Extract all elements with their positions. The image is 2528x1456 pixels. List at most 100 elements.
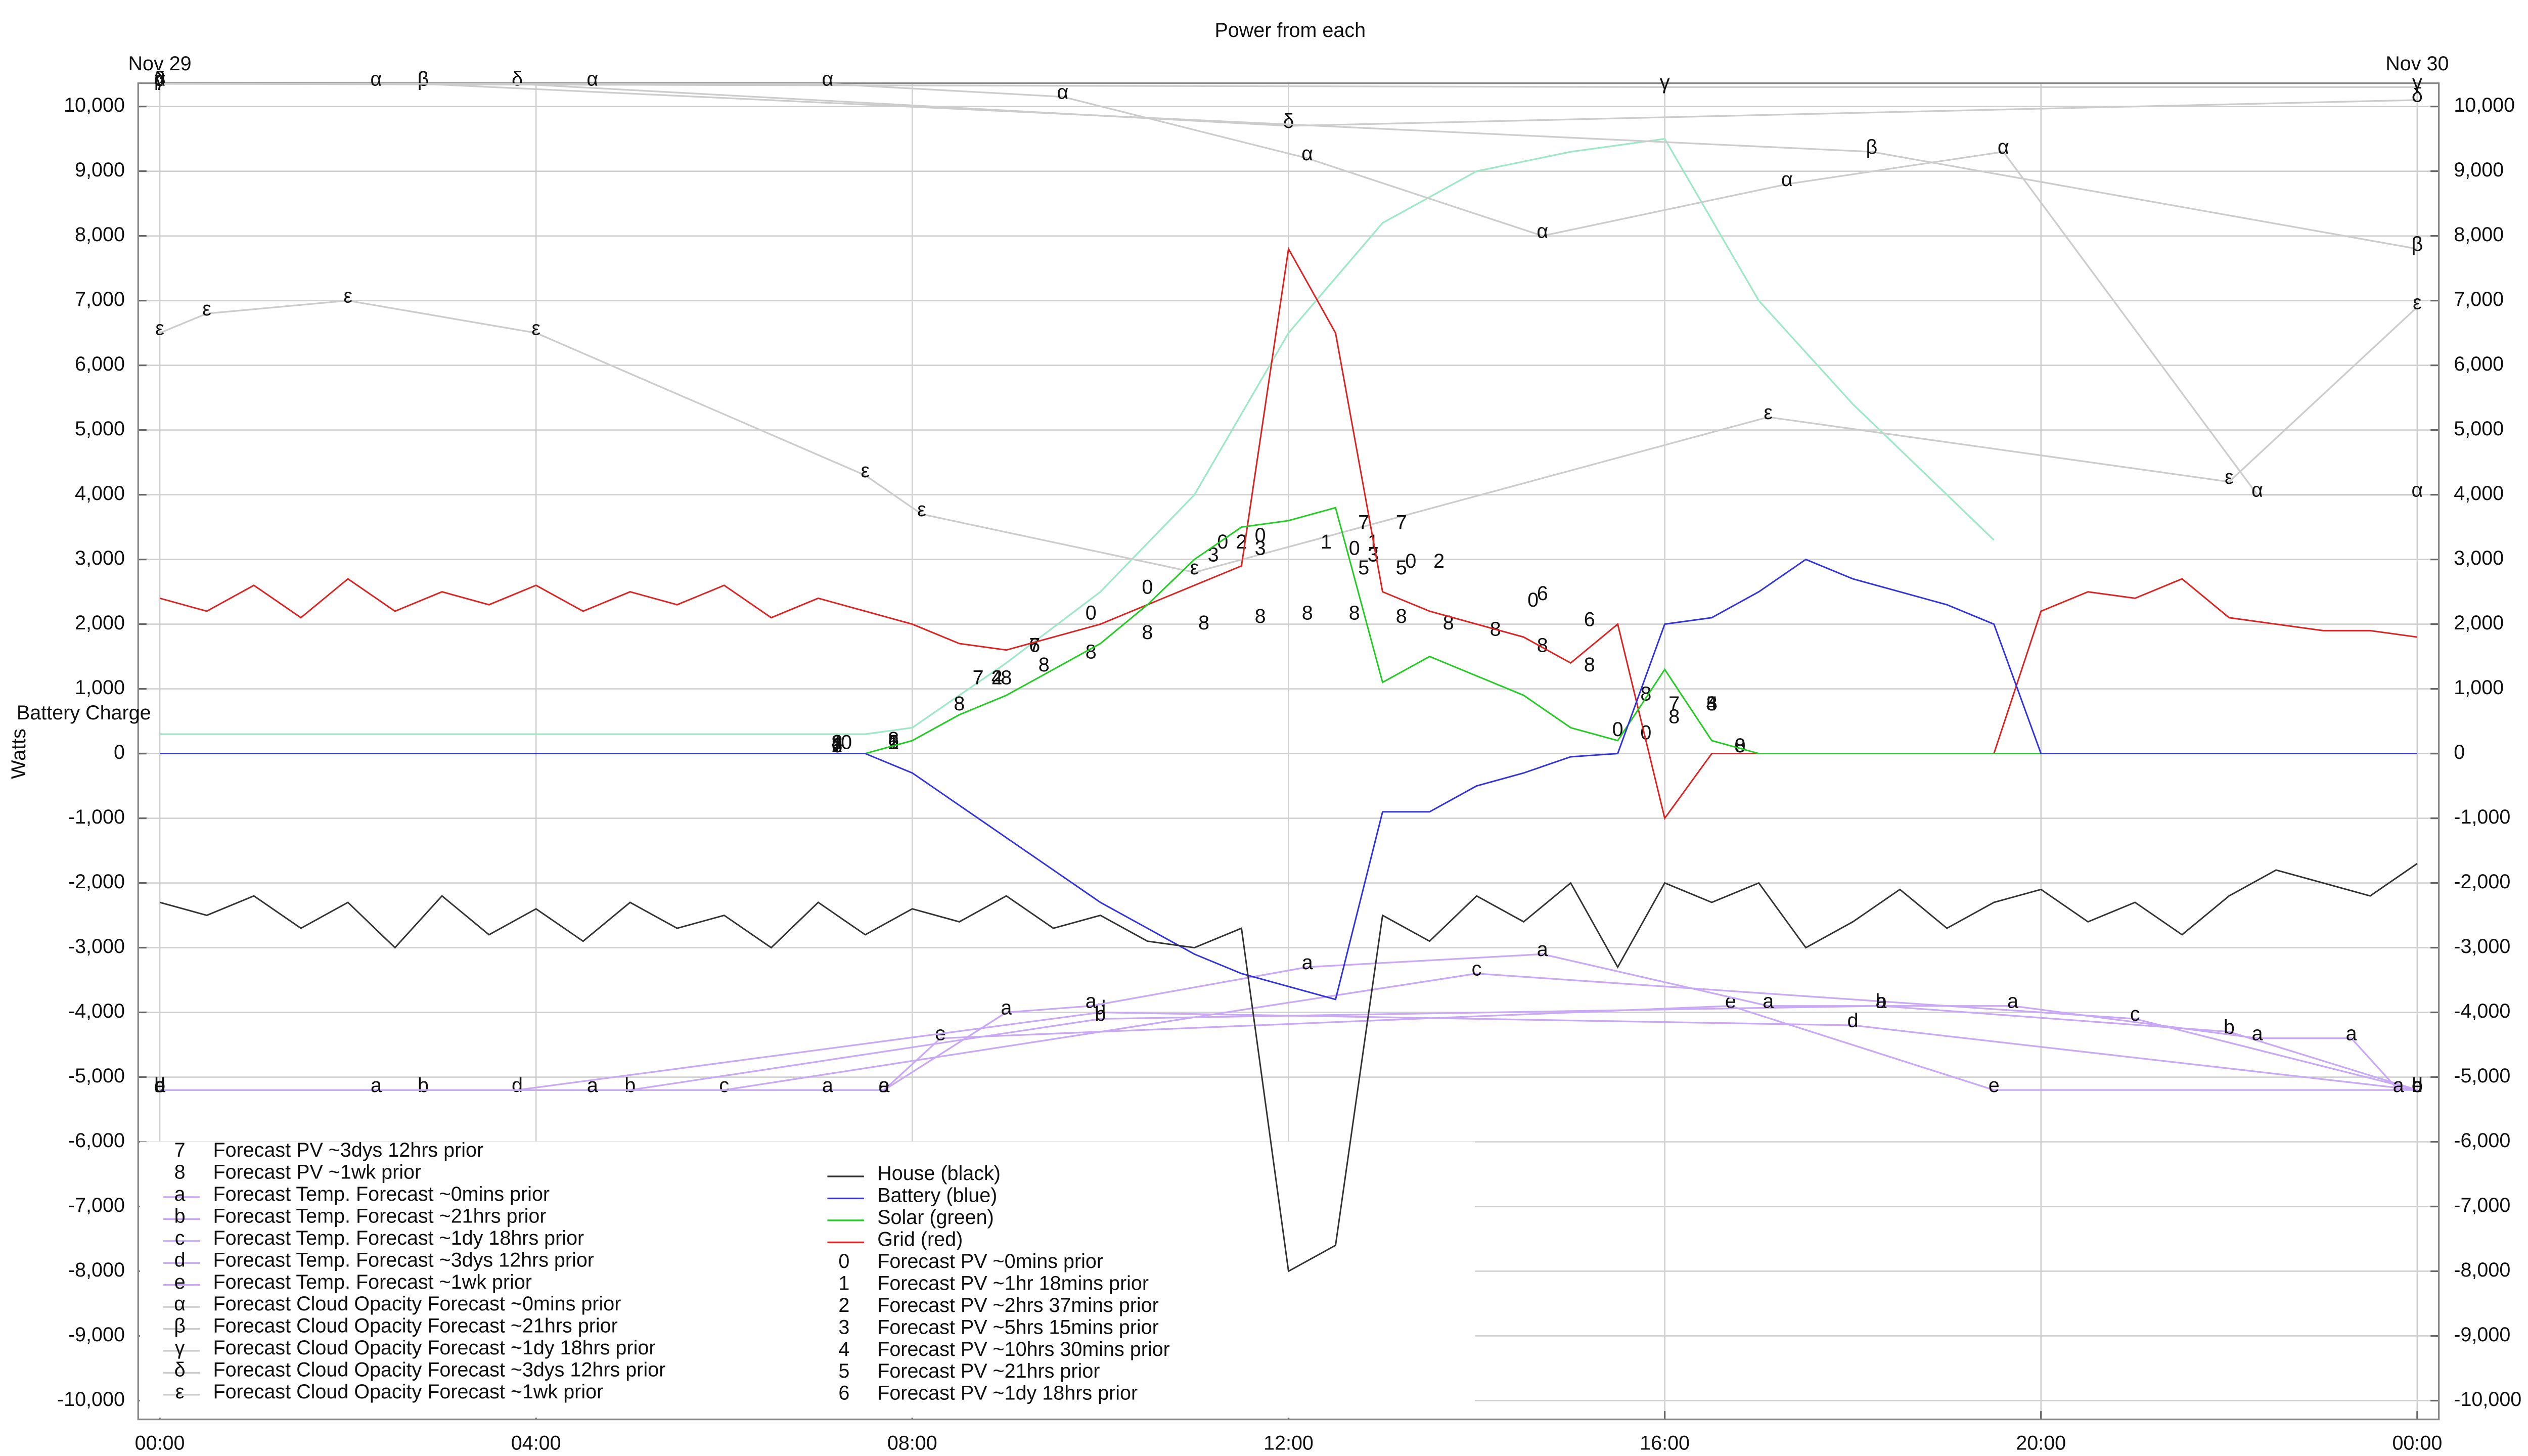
y-tick-label: 3,000 (75, 547, 125, 569)
series-line (159, 862, 2418, 1272)
series-marker: 6 (832, 735, 843, 757)
series-marker: a (1001, 996, 1012, 1019)
y-tick-label: -1,000 (68, 806, 125, 828)
series-marker: 7 (973, 667, 984, 689)
series-marker: 8 (1349, 602, 1360, 624)
series-marker: 0 (1217, 531, 1228, 553)
series-marker: 8 (1640, 683, 1651, 705)
series-marker: e (2412, 1074, 2423, 1097)
legend-label: Forecast PV ~21hrs prior (877, 1360, 1100, 1382)
series-marker: b (418, 1074, 429, 1097)
battery-charge-label: Battery Charge (17, 702, 151, 724)
x-tick-label: 00:00 (2392, 1432, 2442, 1454)
y2-tick-label: -10,000 (2454, 1388, 2521, 1410)
series-marker: 3 (1706, 693, 1718, 715)
date-annotation: Nov 29 (128, 53, 191, 75)
series-marker: γ (1660, 71, 1670, 94)
series-marker: b (2412, 1074, 2423, 1097)
legend-symbol: 2 (838, 1294, 849, 1316)
legend-label: Forecast PV ~0mins prior (877, 1250, 1103, 1272)
series-marker: 7 (1396, 511, 1407, 533)
series-marker: 7 (1358, 511, 1369, 533)
series-marker: b (2224, 1016, 2235, 1038)
series-marker: a (1302, 951, 1313, 974)
series-marker: a (1763, 990, 1774, 1013)
series-marker: 2 (1433, 550, 1444, 572)
series-marker: 3 (832, 732, 843, 754)
series-marker: a (2393, 1074, 2404, 1097)
series-marker: α (1998, 136, 2009, 158)
series-marker: 6 (1537, 582, 1548, 605)
legend-label: Grid (red) (877, 1228, 963, 1251)
y-tick-label: 2,000 (75, 612, 125, 634)
series-marker: a (822, 1074, 833, 1097)
series-marker: b (1095, 1003, 1106, 1025)
series-marker: 0 (1255, 524, 1266, 547)
series-marker: ε (2225, 466, 2234, 488)
y2-tick-label: -8,000 (2454, 1259, 2510, 1281)
series-marker: α (1781, 168, 1793, 191)
series-marker: d (154, 1074, 165, 1097)
y2-tick-label: 4,000 (2454, 482, 2504, 505)
legend-symbol: b (174, 1205, 186, 1227)
series-marker: ε (202, 298, 211, 320)
series-marker: 8 (1668, 705, 1680, 727)
series-marker: a (587, 1074, 598, 1097)
y-tick-label: 0 (114, 741, 125, 763)
legend-symbol: d (174, 1249, 186, 1271)
y2-tick-label: 8,000 (2454, 223, 2504, 246)
series-marker: α (154, 68, 166, 90)
series-marker: β (154, 68, 166, 90)
series-marker: ε (155, 317, 164, 339)
y-tick-label: -9,000 (68, 1324, 125, 1346)
series-marker: 8 (1255, 605, 1266, 627)
y2-tick-label: -7,000 (2454, 1194, 2510, 1216)
series-line (160, 953, 2399, 1091)
y2-tick-label: -4,000 (2454, 1000, 2510, 1022)
series-marker: 8 (1086, 641, 1097, 663)
legend-symbol: δ (174, 1359, 186, 1381)
series-marker: 3 (1255, 537, 1266, 560)
series-marker: α (1301, 143, 1313, 165)
x-tick-label: 08:00 (887, 1432, 937, 1454)
y-tick-label: -7,000 (68, 1194, 125, 1216)
series-marker: 1 (832, 735, 843, 757)
series-marker: a (371, 1074, 382, 1097)
y-tick-label: -5,000 (68, 1065, 125, 1087)
series-line (159, 246, 2418, 821)
y-tick-label: -10,000 (57, 1388, 125, 1410)
legend-symbol: γ (175, 1337, 185, 1359)
legend-label: Forecast Cloud Opacity Forecast ~21hrs p… (213, 1315, 617, 1337)
series-marker: e (1989, 1074, 2000, 1097)
legend-label: Battery (blue) (877, 1185, 997, 1207)
legend-symbol: α (174, 1293, 186, 1315)
series-marker: c (2412, 1074, 2422, 1097)
series-marker: 4 (832, 732, 843, 754)
series-marker: α (1057, 81, 1069, 103)
y2-tick-label: -6,000 (2454, 1129, 2510, 1152)
series-marker: 7 (1668, 693, 1680, 715)
y2-tick-label: -2,000 (2454, 871, 2510, 893)
x-tick-label: 12:00 (1263, 1432, 1314, 1454)
legend-symbol: 0 (838, 1250, 849, 1272)
series-marker: 0 (1527, 589, 1539, 611)
legend-label: Forecast PV ~2hrs 37mins prior (877, 1294, 1159, 1316)
y-tick-label: 9,000 (75, 159, 125, 181)
legend-label: Solar (green) (877, 1206, 994, 1228)
y-tick-label: -6,000 (68, 1129, 125, 1152)
y2-tick-label: -3,000 (2454, 935, 2510, 958)
series-marker: 0 (841, 732, 852, 754)
legend-label: Forecast Temp. Forecast ~3dys 12hrs prio… (213, 1249, 594, 1271)
series-marker: a (154, 1074, 165, 1097)
series-marker: β (2412, 233, 2423, 255)
y-tick-label: 1,000 (75, 676, 125, 699)
series-marker: 0 (1086, 602, 1097, 624)
y-tick-label: 5,000 (75, 418, 125, 440)
series-marker: 7 (1029, 634, 1040, 657)
legend-symbol: e (174, 1271, 186, 1293)
series-marker: e (1725, 990, 1736, 1013)
series-marker: a (879, 1074, 890, 1097)
y-tick-label: -4,000 (68, 1000, 125, 1022)
x-tick-label: 16:00 (1640, 1432, 1690, 1454)
